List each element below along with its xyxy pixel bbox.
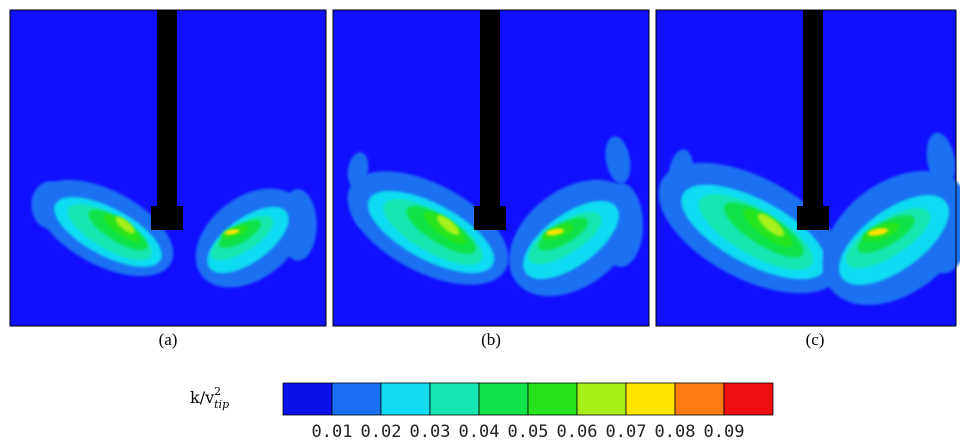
colorbar-swatch: [429, 382, 480, 416]
colorbar-swatch: [282, 382, 333, 416]
colorbar-swatch: [576, 382, 627, 416]
colorbar-swatch: [674, 382, 725, 416]
colorbar-swatch: [723, 382, 774, 416]
colorbar-swatch: [380, 382, 431, 416]
colorbar-tick-label: 0.02: [361, 422, 402, 442]
panel-b-label: (b): [481, 330, 501, 349]
panel-b-contours: [347, 136, 643, 297]
panel-a-impeller-hub: [151, 206, 183, 230]
panel-a-label: (a): [159, 330, 178, 349]
left-jet-level-0.07-contour: [436, 215, 460, 235]
colorbar-tick-label: 0.08: [655, 422, 696, 442]
panel-a-frame: [9, 9, 327, 327]
panel-b-impeller-hub: [474, 206, 506, 230]
colorbar-swatch: [625, 382, 676, 416]
colorbar-tick-label: 0.07: [606, 422, 647, 442]
panel-b-frame: [332, 9, 650, 327]
panel-c-contours: [658, 132, 960, 306]
colorbar-tick-label: 0.03: [410, 422, 451, 442]
colorbar: k/v2 tip 0.01 0.02 0.03 0.04 0.05 0.06 0.07 0.08…: [190, 382, 774, 442]
right-jet-level-0.09-contour: [224, 229, 240, 235]
panel-a-contours: [31, 179, 317, 288]
colorbar-label-main: k/v: [190, 388, 214, 407]
panel-c-label: (c): [806, 330, 825, 349]
panel-c-impeller-shaft: [803, 10, 823, 206]
colorbar-label-sup: 2: [214, 385, 221, 398]
colorbar-label-sub: tip: [214, 398, 229, 411]
right-jet-level-0.09-contour: [867, 228, 889, 236]
right-jet-level-0.02-contour: [279, 189, 317, 261]
left-jet-level-0.07-contour: [115, 216, 135, 234]
colorbar-swatch: [527, 382, 578, 416]
wisp-level-0.02-contour: [926, 132, 956, 188]
wisp-level-0.02-contour: [347, 152, 369, 188]
colorbar-tick-label: 0.05: [508, 422, 549, 442]
panel-c-frame: [655, 9, 957, 327]
right-jet-level-0.09-contour: [546, 228, 564, 236]
colorbar-tick-label: 0.09: [704, 422, 745, 442]
colorbar-swatch: [478, 382, 529, 416]
colorbar-tick-label: 0.04: [459, 422, 500, 442]
panel-a: [9, 9, 327, 327]
wisp-level-0.02-contour: [669, 149, 693, 191]
panel-c-impeller-hub: [797, 206, 829, 230]
wisp-level-0.02-contour: [605, 136, 631, 184]
left-jet-level-0.07-contour: [758, 213, 784, 237]
panel-b: [332, 9, 650, 327]
colorbar-tick-label: 0.01: [312, 422, 353, 442]
colorbar-label: k/v2 tip: [190, 385, 229, 411]
panel-b-impeller-shaft: [480, 10, 500, 206]
panel-c: [655, 9, 960, 327]
colorbar-tick-label: 0.06: [557, 422, 598, 442]
colorbar-swatch: [331, 382, 382, 416]
colorbar-ticks: 0.01 0.02 0.03 0.04 0.05 0.06 0.07 0.08 0.09: [312, 422, 745, 442]
colorbar-swatches: [282, 382, 774, 416]
panel-a-impeller-shaft: [157, 10, 177, 206]
